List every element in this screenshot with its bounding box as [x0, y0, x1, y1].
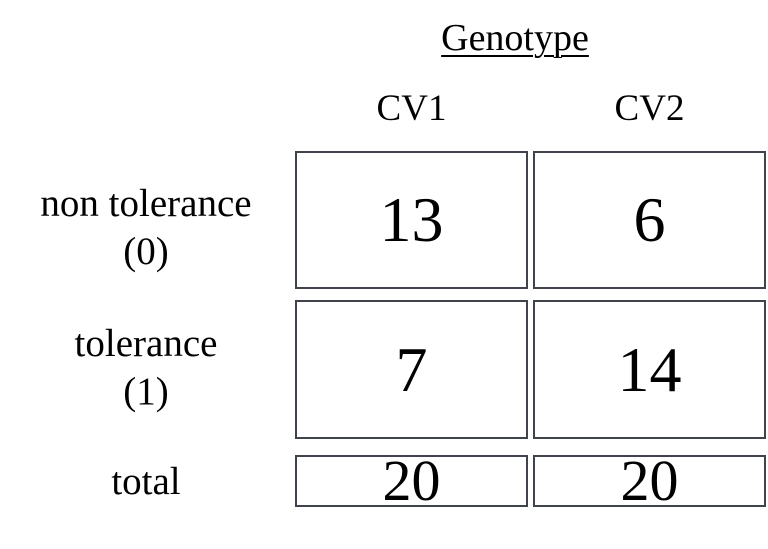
- figure-title: Genotype: [295, 16, 735, 60]
- row-label-non-tolerance: non tolerance (0): [0, 180, 292, 276]
- row-label-code: (0): [123, 230, 169, 273]
- total-row-label: total: [111, 460, 181, 503]
- row-label-tolerance: tolerance (1): [0, 320, 292, 416]
- figure-title-text: Genotype: [441, 17, 589, 59]
- cell-non-tolerance-cv1: 13: [295, 151, 528, 289]
- column-header-cv1: CV1: [376, 88, 447, 129]
- total-cell-cv2: 20: [533, 452, 766, 510]
- row-label-name: non tolerance: [40, 182, 252, 225]
- row-label-name: tolerance: [74, 322, 218, 365]
- cell-tolerance-cv1: 7: [295, 300, 528, 439]
- column-header-cv2: CV2: [614, 88, 685, 129]
- cell-tolerance-cv2: 14: [533, 300, 766, 439]
- row-label-code: (1): [123, 370, 169, 413]
- total-cell-cv1: 20: [295, 452, 528, 510]
- cell-non-tolerance-cv2: 6: [533, 151, 766, 289]
